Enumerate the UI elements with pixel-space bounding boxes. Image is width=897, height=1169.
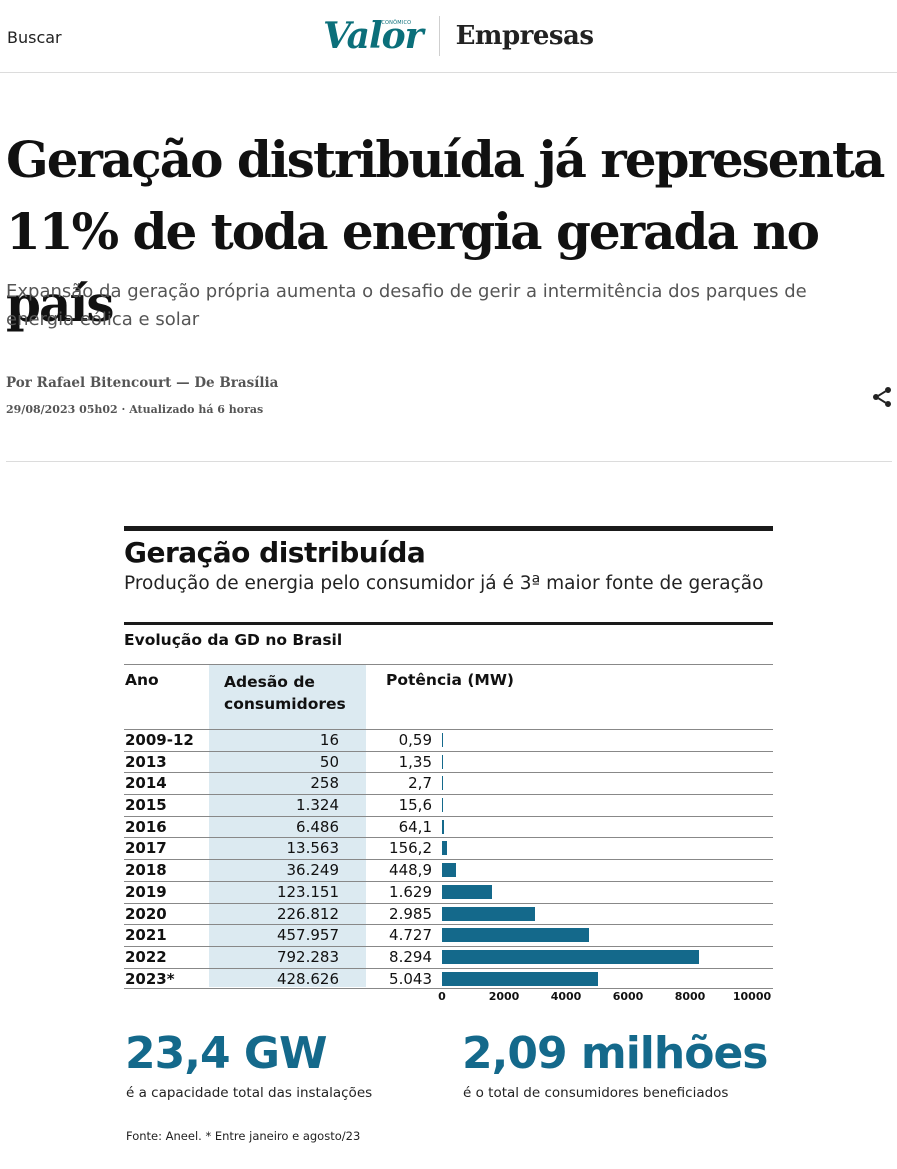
logo-text: Valor xyxy=(323,15,424,57)
share-icon[interactable] xyxy=(870,385,894,409)
row-adesao: 13.563 xyxy=(286,839,340,858)
row-potencia: 5.043 xyxy=(389,969,432,988)
brand-divider xyxy=(438,16,440,56)
row-year: 2020 xyxy=(125,904,167,923)
source-note: Fonte: Aneel. * Entre janeiro e agosto/2… xyxy=(126,1129,361,1143)
bar xyxy=(442,949,700,964)
bar xyxy=(442,928,589,943)
row-adesao: 123.151 xyxy=(276,882,339,901)
stat-consumers-value: 2,09 milhões xyxy=(462,1028,768,1079)
row-potencia: 15,6 xyxy=(398,796,432,815)
column-header-adesao: Adesão de consumidores xyxy=(224,673,346,713)
adesao-column-highlight xyxy=(209,665,366,987)
row-year: 2021 xyxy=(125,926,167,945)
row-adesao: 226.812 xyxy=(276,904,339,923)
table-row: 2014 258 2,7 xyxy=(124,772,773,794)
row-potencia: 1.629 xyxy=(389,882,432,901)
x-tick-label: 4000 xyxy=(550,990,582,1003)
x-tick-label: 10000 xyxy=(732,990,772,1003)
table-row: 2013 50 1,35 xyxy=(124,750,773,773)
infographic-subtitle: Produção de energia pelo consumidor já é… xyxy=(124,573,764,594)
infographic-rule xyxy=(124,622,773,625)
bar xyxy=(442,776,443,791)
article-headline: Geração distribuída já representa 11% de… xyxy=(6,130,885,333)
table-row: 2018 36.249 448,9 xyxy=(124,859,773,881)
bar xyxy=(442,884,493,899)
infographic-title: Geração distribuída xyxy=(124,536,426,569)
table-row: 2022 792.283 8.294 xyxy=(124,945,773,968)
row-potencia: 64,1 xyxy=(398,817,432,836)
row-year: 2009-12 xyxy=(125,731,194,749)
section-link[interactable]: Empresas xyxy=(455,21,594,51)
row-year: 2017 xyxy=(125,839,167,858)
stat-capacity-caption: é a capacidade total das instalações xyxy=(126,1085,373,1101)
row-adesao: 457.957 xyxy=(276,926,339,945)
bar xyxy=(442,733,443,747)
stat-capacity-value: 23,4 GW xyxy=(125,1028,328,1079)
row-potencia: 2.985 xyxy=(389,904,432,923)
bar xyxy=(442,798,443,813)
table-rows: 2009-12 16 0,59 2013 50 1,35 2014 258 2,7 2015 1.3… xyxy=(124,729,773,990)
row-potencia: 4.727 xyxy=(389,926,432,945)
row-adesao: 1.324 xyxy=(296,796,339,815)
bar xyxy=(442,906,535,921)
row-potencia: 156,2 xyxy=(389,839,432,858)
x-axis: 0 2000 4000 6000 8000 10000 xyxy=(124,987,773,1007)
top-navigation: Buscar Valor ECONÔMICO Empresas xyxy=(0,0,897,73)
row-year: 2013 xyxy=(125,752,167,771)
dateline: 29/08/2023 05h02 · Atualizado há 6 horas xyxy=(6,403,264,416)
table-row: 2016 6.486 64,1 xyxy=(124,815,773,838)
search-button[interactable]: Buscar xyxy=(7,28,62,47)
bar xyxy=(442,754,443,769)
column-header-ano: Ano xyxy=(125,671,159,689)
row-adesao: 792.283 xyxy=(276,947,339,966)
row-year: 2014 xyxy=(125,774,167,793)
row-adesao: 428.626 xyxy=(276,969,339,988)
row-year: 2019 xyxy=(125,882,167,901)
row-adesao: 6.486 xyxy=(296,817,339,836)
table-row: 2020 226.812 2.985 xyxy=(124,902,773,925)
row-year: 2023* xyxy=(125,969,175,988)
table-title: Evolução da GD no Brasil xyxy=(124,631,343,649)
table-row: 2009-12 16 0,59 xyxy=(124,729,773,751)
bar xyxy=(442,971,599,986)
row-potencia: 448,9 xyxy=(389,861,432,880)
table-row: 2017 13.563 156,2 xyxy=(124,837,773,859)
row-year: 2018 xyxy=(125,861,167,880)
x-tick-label: 0 xyxy=(438,990,446,1003)
row-potencia: 1,35 xyxy=(398,752,432,771)
row-potencia: 2,7 xyxy=(408,774,432,793)
column-header-potencia: Potência (MW) xyxy=(386,671,515,689)
row-potencia: 8.294 xyxy=(389,947,432,966)
row-year: 2016 xyxy=(125,817,167,836)
bar xyxy=(442,841,447,856)
byline: Por Rafael Bitencourt — De Brasília xyxy=(6,375,279,391)
infographic-top-rule xyxy=(124,526,773,531)
row-adesao: 16 xyxy=(319,731,339,749)
row-adesao: 36.249 xyxy=(286,861,340,880)
table-row: 2023* 428.626 5.043 xyxy=(124,967,773,990)
row-year: 2022 xyxy=(125,947,167,966)
article-subhead: Expansão da geração própria aumenta o de… xyxy=(6,281,807,330)
row-potencia: 0,59 xyxy=(398,731,432,749)
bar xyxy=(442,819,444,834)
x-tick-label: 2000 xyxy=(488,990,520,1003)
table-header-rule xyxy=(124,664,773,665)
divider xyxy=(6,461,892,462)
stat-consumers-caption: é o total de consumidores beneficiados xyxy=(463,1085,729,1101)
infographic: Geração distribuída Produção de energia … xyxy=(124,526,774,1146)
row-adesao: 258 xyxy=(310,774,339,793)
table-row: 2019 123.151 1.629 xyxy=(124,880,773,903)
logo-small-text: ECONÔMICO xyxy=(378,20,412,26)
row-adesao: 50 xyxy=(319,752,339,771)
table-row: 2021 457.957 4.727 xyxy=(124,924,773,946)
logo[interactable]: Valor ECONÔMICO xyxy=(323,16,439,56)
row-year: 2015 xyxy=(125,796,167,815)
table-row: 2015 1.324 15,6 xyxy=(124,794,773,816)
bar xyxy=(442,863,456,878)
x-tick-label: 8000 xyxy=(674,990,706,1003)
x-tick-label: 6000 xyxy=(612,990,644,1003)
brand[interactable]: Valor ECONÔMICO Empresas xyxy=(323,14,594,58)
